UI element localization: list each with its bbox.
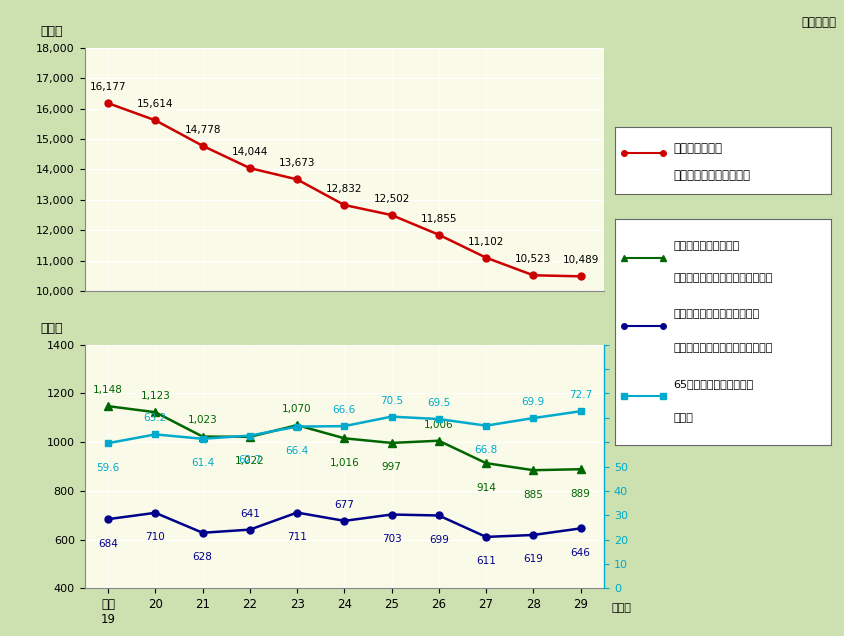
Text: 15,614: 15,614	[137, 99, 173, 109]
Text: 684: 684	[98, 539, 118, 549]
Text: 619: 619	[522, 555, 543, 564]
Text: 646: 646	[570, 548, 590, 558]
Text: 885: 885	[522, 490, 543, 500]
Text: 63.2: 63.2	[143, 413, 167, 424]
Text: 69.9: 69.9	[521, 397, 544, 407]
Text: 66.6: 66.6	[333, 405, 355, 415]
Text: 699: 699	[429, 535, 448, 545]
Text: 69.5: 69.5	[427, 398, 450, 408]
Text: 1,123: 1,123	[140, 391, 170, 401]
Text: 711: 711	[287, 532, 306, 542]
Text: 12,832: 12,832	[326, 184, 362, 194]
Text: 66.8: 66.8	[473, 445, 497, 455]
Text: 72.7: 72.7	[568, 390, 592, 400]
Text: （人）: （人）	[41, 322, 62, 335]
Text: 703: 703	[381, 534, 401, 544]
Text: 14,778: 14,778	[184, 125, 220, 135]
Text: （放火自殺者等を除く）　（人）: （放火自殺者等を除く） （人）	[673, 273, 771, 283]
Text: 997: 997	[381, 462, 401, 473]
Text: 16,177: 16,177	[89, 82, 127, 92]
Text: （件）: （件）	[41, 25, 62, 38]
Text: 10,523: 10,523	[515, 254, 551, 264]
Text: （放火自殺者等を除く）　（人）: （放火自殺者等を除く） （人）	[673, 343, 771, 353]
Text: 70.5: 70.5	[380, 396, 403, 406]
Text: 914: 914	[475, 483, 495, 492]
Text: 1,006: 1,006	[424, 420, 453, 430]
Text: 61.4: 61.4	[191, 458, 214, 468]
Text: 65歳以上の高齢者の割合: 65歳以上の高齢者の割合	[673, 379, 753, 389]
Text: 628: 628	[192, 552, 213, 562]
Text: （各年中）: （各年中）	[801, 16, 836, 29]
Text: 62.7: 62.7	[238, 455, 261, 465]
Text: 11,855: 11,855	[420, 214, 457, 224]
Text: 1,016: 1,016	[329, 458, 359, 467]
Text: （放火を除く）　（件）: （放火を除く） （件）	[673, 169, 749, 182]
Text: 59.6: 59.6	[96, 462, 120, 473]
Text: 1,022: 1,022	[235, 456, 264, 466]
Text: 11,102: 11,102	[468, 237, 504, 247]
Text: 12,502: 12,502	[373, 194, 409, 204]
Text: （年）: （年）	[610, 603, 630, 613]
Text: 889: 889	[570, 488, 590, 499]
Text: 710: 710	[145, 532, 165, 543]
Text: 641: 641	[240, 509, 259, 518]
Text: 1,023: 1,023	[187, 415, 217, 425]
Text: 10,489: 10,489	[562, 255, 598, 265]
Text: 住宅火災の件数: 住宅火災の件数	[673, 142, 722, 155]
Text: 13,673: 13,673	[279, 158, 315, 169]
Text: 677: 677	[334, 500, 354, 509]
Text: （％）: （％）	[673, 413, 692, 423]
Text: 住宅火災による高齢者死者数: 住宅火災による高齢者死者数	[673, 309, 759, 319]
Text: 住宅火災による死者数: 住宅火災による死者数	[673, 242, 738, 251]
Text: 1,070: 1,070	[282, 404, 311, 414]
Text: （％）: （％）	[671, 322, 694, 335]
Text: 1,148: 1,148	[93, 385, 123, 395]
Text: 14,044: 14,044	[231, 147, 268, 157]
Text: 66.4: 66.4	[285, 446, 308, 456]
Text: 611: 611	[475, 556, 495, 567]
